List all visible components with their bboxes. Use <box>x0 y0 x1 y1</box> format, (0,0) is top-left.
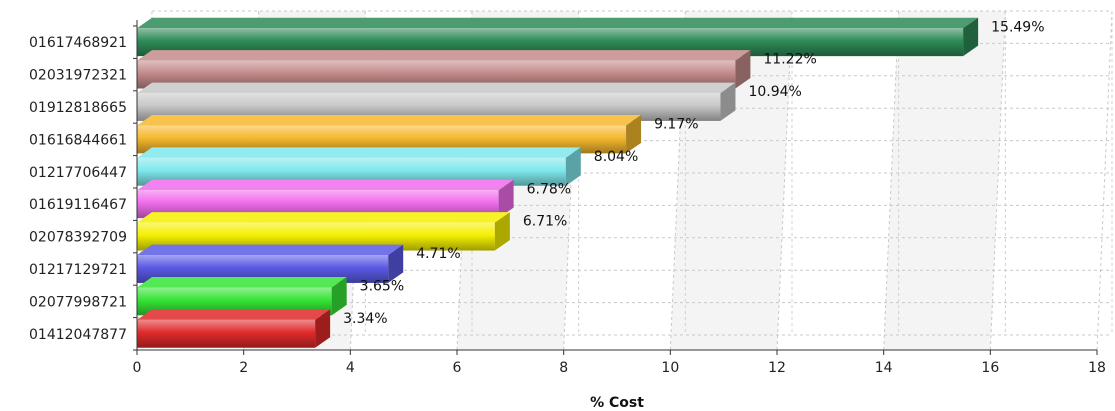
category-label: 01616844661 <box>29 132 127 148</box>
data-label: 4.71% <box>416 246 460 262</box>
x-tick-label: 2 <box>239 360 248 376</box>
data-label: 6.71% <box>523 214 567 230</box>
bar-top <box>137 212 510 223</box>
axes <box>133 20 1098 355</box>
x-tick-label: 10 <box>661 360 679 376</box>
data-label: 8.04% <box>594 149 638 165</box>
category-label: 01412047877 <box>29 327 127 343</box>
bar-side <box>565 147 581 186</box>
grid-line-x <box>883 10 900 351</box>
category-label: 01912818665 <box>29 100 127 116</box>
bar-front <box>137 319 316 348</box>
bars <box>137 17 979 348</box>
bar-side <box>315 309 331 348</box>
bar-side <box>331 276 347 316</box>
bar-side <box>494 212 510 251</box>
category-label: 02078392709 <box>29 230 127 246</box>
data-label: 6.78% <box>527 181 571 197</box>
labels: 01617468921 15.49% 02031972321 11.22% 019128… <box>29 19 1106 376</box>
bar-side <box>963 17 979 57</box>
plot-band <box>883 11 1006 350</box>
grid-line-x <box>989 10 1006 351</box>
bar-top <box>137 114 642 126</box>
bar-top <box>137 50 751 61</box>
bar-top <box>137 179 514 191</box>
bar-side <box>735 50 751 89</box>
bar-top <box>137 309 331 320</box>
bar-top <box>137 17 979 29</box>
bar-side <box>720 82 736 121</box>
bar-top <box>137 276 347 288</box>
category-label: 01217129721 <box>29 262 127 278</box>
x-tick-label: 16 <box>981 360 999 376</box>
x-tick-label: 12 <box>768 360 786 376</box>
x-tick-label: 0 <box>133 360 142 376</box>
category-label: 01619116467 <box>29 197 127 213</box>
data-label: 11.22% <box>763 52 816 68</box>
data-label: 3.65% <box>360 278 404 294</box>
bar <box>137 309 331 348</box>
x-tick-label: 14 <box>875 360 893 376</box>
category-label: 02077998721 <box>29 294 127 310</box>
data-label: 10.94% <box>748 84 801 100</box>
grid-line-x <box>1096 10 1113 351</box>
category-label: 01617468921 <box>29 35 127 51</box>
x-axis-title: % Cost <box>590 395 644 411</box>
data-label: 9.17% <box>654 116 698 132</box>
x-tick-label: 18 <box>1088 360 1106 376</box>
bar-top <box>137 82 736 94</box>
data-label: 3.34% <box>343 311 387 327</box>
x-tick-label: 8 <box>559 360 568 376</box>
bar-top <box>137 147 581 158</box>
bar-side <box>388 244 404 283</box>
x-tick-label: 4 <box>346 360 355 376</box>
data-label: 15.49% <box>991 19 1044 35</box>
category-label: 02031972321 <box>29 68 127 84</box>
bar-side <box>626 114 642 154</box>
grid-line-x <box>776 10 793 351</box>
bar-side <box>498 179 514 219</box>
x-tick-label: 6 <box>453 360 462 376</box>
category-label: 01217706447 <box>29 165 127 181</box>
bar-top <box>137 244 404 256</box>
